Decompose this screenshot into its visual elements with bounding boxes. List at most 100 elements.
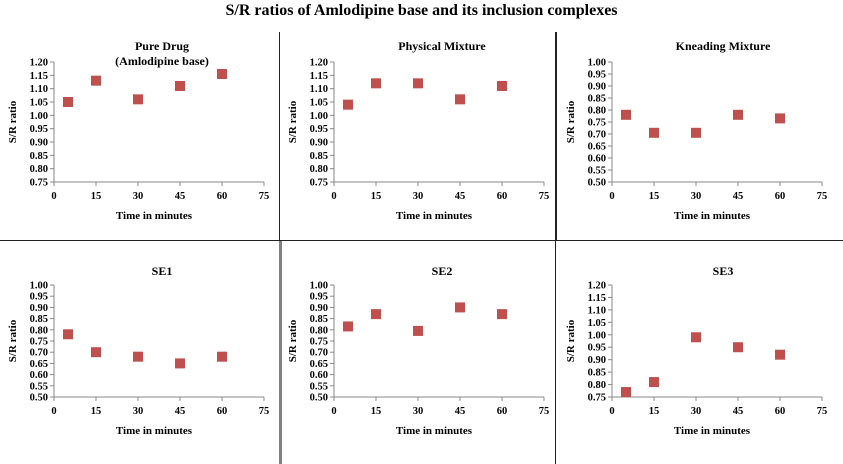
- data-point: [217, 351, 227, 362]
- x-tick-label: 30: [133, 406, 144, 417]
- data-point: [133, 94, 143, 105]
- vertical-divider-bottom-right: [555, 241, 556, 464]
- y-tick-label: 0.60: [30, 370, 48, 381]
- x-tick-label: 30: [691, 406, 702, 417]
- y-tick-label: 0.65: [588, 142, 606, 153]
- y-tick-label: 0.90: [30, 303, 48, 314]
- y-tick-label: 0.55: [310, 381, 328, 392]
- x-tick-label: 0: [331, 406, 336, 417]
- data-point: [649, 377, 659, 388]
- data-point: [621, 109, 631, 120]
- y-tick-label: 0.80: [588, 106, 606, 117]
- y-tick-label: 0.95: [30, 124, 48, 135]
- y-tick-label: 0.50: [310, 393, 328, 404]
- x-tick-label: 15: [371, 406, 382, 417]
- x-axis-label: Time in minutes: [674, 425, 751, 437]
- data-point: [497, 81, 507, 91]
- x-tick-label: 45: [733, 406, 744, 417]
- y-tick-label: 0.75: [310, 337, 328, 348]
- data-point: [91, 75, 101, 86]
- y-tick-label: 1.20: [310, 58, 328, 69]
- y-tick-label: 0.90: [588, 355, 606, 366]
- y-tick-label: 0.90: [30, 138, 48, 149]
- y-tick-label: 1.20: [30, 58, 48, 69]
- y-tick-label: 1.00: [588, 58, 606, 69]
- x-tick-label: 60: [217, 191, 228, 202]
- y-tick-label: 0.85: [30, 314, 48, 325]
- x-axis-label: Time in minutes: [674, 210, 751, 222]
- x-axis-label: Time in minutes: [116, 425, 193, 437]
- data-point: [63, 97, 73, 107]
- data-point: [455, 94, 465, 105]
- y-tick-label: 0.50: [588, 178, 606, 189]
- x-tick-label: 45: [455, 406, 466, 417]
- x-tick-label: 60: [497, 191, 508, 202]
- y-tick-label: 0.75: [588, 393, 606, 404]
- y-tick-label: 1.05: [588, 318, 606, 329]
- y-tick-label: 1.15: [30, 71, 48, 82]
- chart-title: SE1: [152, 264, 173, 278]
- x-tick-label: 45: [175, 406, 186, 417]
- data-point: [371, 309, 381, 320]
- y-tick-label: 0.85: [310, 314, 328, 325]
- data-point: [691, 332, 701, 343]
- y-axis-label: S/R ratio: [287, 319, 299, 362]
- x-tick-label: 45: [733, 191, 744, 202]
- y-tick-label: 1.10: [588, 305, 606, 316]
- x-tick-label: 30: [133, 191, 144, 202]
- y-axis-label: S/R ratio: [565, 319, 577, 362]
- chart-title: Kneading Mixture: [676, 39, 771, 53]
- y-tick-label: 0.75: [30, 178, 48, 189]
- y-tick-label: 0.85: [30, 151, 48, 162]
- y-tick-label: 0.95: [30, 292, 48, 303]
- x-tick-label: 45: [455, 191, 466, 202]
- horizontal-divider: [0, 240, 843, 241]
- y-tick-label: 0.80: [30, 325, 48, 336]
- chart-title: (Amlodipine base): [115, 54, 209, 68]
- data-point: [91, 347, 101, 358]
- y-tick-label: 1.00: [310, 111, 328, 122]
- x-tick-label: 60: [497, 406, 508, 417]
- vertical-divider-bottom-left: [279, 241, 282, 464]
- data-point: [413, 78, 423, 89]
- x-tick-label: 75: [259, 191, 270, 202]
- data-point: [691, 127, 701, 138]
- data-point: [413, 325, 423, 336]
- data-point: [343, 99, 353, 110]
- data-point: [175, 358, 185, 369]
- data-point: [775, 349, 785, 360]
- x-tick-label: 15: [91, 406, 102, 417]
- x-axis-label: Time in minutes: [116, 210, 193, 222]
- y-tick-label: 1.10: [310, 84, 328, 95]
- y-tick-label: 0.70: [588, 130, 606, 141]
- chart-title: Physical Mixture: [398, 39, 486, 53]
- y-tick-label: 0.95: [588, 343, 606, 354]
- data-point: [133, 351, 143, 362]
- x-tick-label: 75: [259, 406, 270, 417]
- y-axis-label: S/R ratio: [565, 100, 577, 143]
- y-tick-label: 1.20: [588, 281, 606, 292]
- x-tick-label: 75: [817, 191, 828, 202]
- figure-title: S/R ratios of Amlodipine base and its in…: [225, 2, 618, 19]
- y-tick-label: 1.05: [310, 98, 328, 109]
- y-tick-label: 0.60: [588, 154, 606, 165]
- y-tick-label: 1.00: [588, 330, 606, 341]
- x-tick-label: 60: [775, 191, 786, 202]
- y-tick-label: 0.90: [310, 303, 328, 314]
- data-point: [733, 342, 743, 353]
- x-tick-label: 0: [51, 191, 56, 202]
- data-point: [455, 302, 465, 313]
- y-tick-label: 1.15: [310, 71, 328, 82]
- y-tick-label: 0.50: [30, 393, 48, 404]
- data-point: [217, 69, 227, 79]
- x-tick-label: 0: [331, 191, 336, 202]
- y-tick-label: 0.75: [310, 178, 328, 189]
- y-tick-label: 0.85: [588, 368, 606, 379]
- data-point: [649, 127, 659, 138]
- x-tick-label: 0: [609, 406, 614, 417]
